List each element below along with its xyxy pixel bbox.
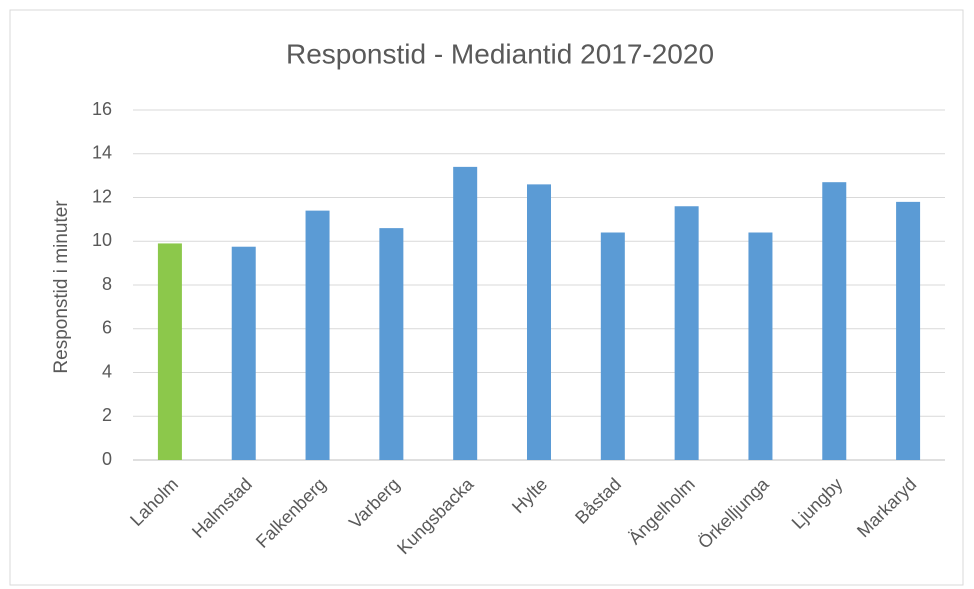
bar [379,228,404,460]
bar [157,243,182,460]
bar [231,246,256,460]
y-tick-label: 14 [92,143,112,163]
bar [748,232,773,460]
bar [600,232,625,460]
bar [896,201,921,460]
y-tick-label: 6 [102,318,112,338]
y-tick-label: 12 [92,186,112,206]
bar [453,166,478,460]
y-tick-label: 8 [102,274,112,294]
y-tick-label: 16 [92,99,112,119]
y-tick-label: 2 [102,405,112,425]
bar [305,210,330,460]
bar [674,206,699,460]
y-axis-label: Responstid i minuter [51,200,72,374]
bar [822,182,847,460]
y-tick-label: 0 [102,449,112,469]
chart-title: Responstid - Mediantid 2017-2020 [286,38,714,69]
y-tick-label: 4 [102,361,112,381]
y-tick-label: 10 [92,230,112,250]
bar [527,184,551,460]
